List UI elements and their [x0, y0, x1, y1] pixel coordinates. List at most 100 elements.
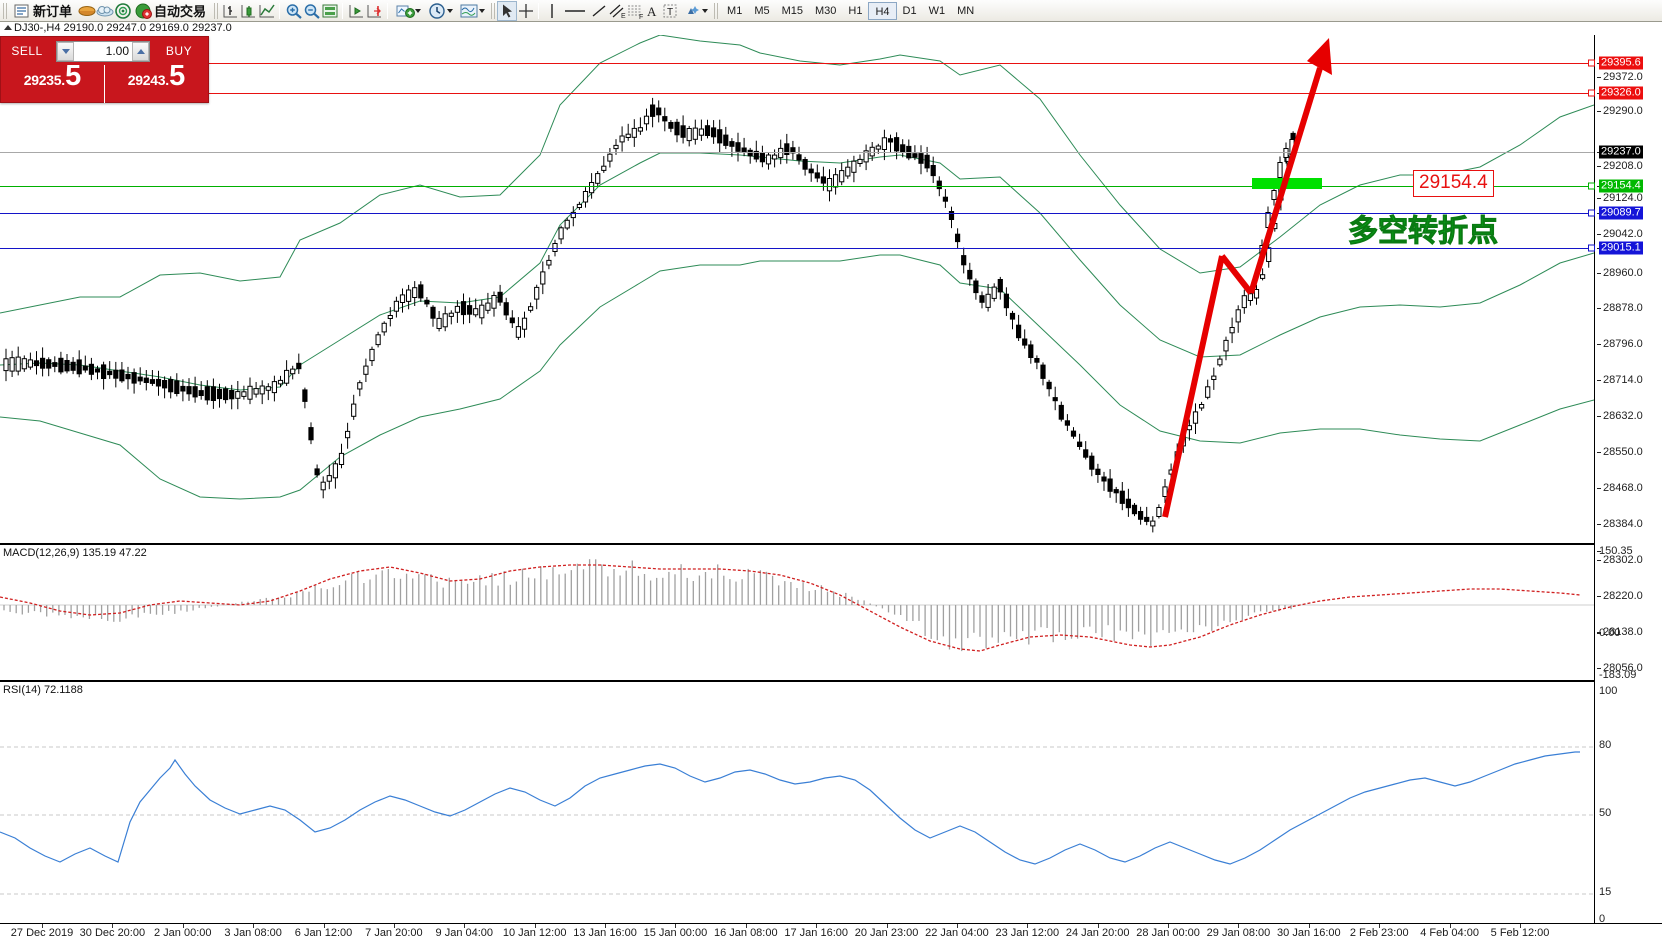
axis-marker-29326.0[interactable]	[1588, 89, 1595, 97]
hline-29089[interactable]	[0, 213, 1594, 214]
autotrading-button[interactable]: 自动交易	[131, 1, 211, 21]
cloud-icon[interactable]	[95, 2, 114, 20]
hline-29395[interactable]	[0, 63, 1594, 64]
timeframe-m5[interactable]: M5	[754, 4, 770, 17]
new-order-button[interactable]: 新订单	[10, 1, 77, 21]
volume-stepper[interactable]: 1.00	[56, 40, 150, 62]
crosshair-icon[interactable]	[516, 2, 534, 20]
sell-price-fraction: 5	[65, 60, 82, 92]
zoom-in-icon[interactable]	[284, 2, 302, 20]
axis-tick	[1597, 596, 1601, 597]
toolbar-grip-2[interactable]	[214, 2, 219, 19]
auto-scroll-icon[interactable]	[365, 2, 383, 20]
one-click-trading-panel[interactable]: SELL 1.00 BUY 29235 . 5 29243 . 5	[0, 36, 209, 103]
timeframe-mn[interactable]: MN	[957, 4, 975, 17]
macd-pane[interactable]: MACD(12,26,9) 135.19 47.22	[0, 543, 1594, 678]
green-highlight-band[interactable]	[1252, 178, 1322, 189]
timeframe-group: M1 M5 M15 M30 H1 H4 D1 W1 MN	[721, 1, 980, 20]
templates-dropdown-caret[interactable]	[479, 8, 486, 13]
zoom-out-icon[interactable]	[302, 2, 320, 20]
hline-29326[interactable]	[0, 93, 1594, 94]
rsi-pane[interactable]: RSI(14) 72.1188	[0, 680, 1594, 920]
period-button[interactable]	[424, 1, 456, 21]
vertical-line-icon[interactable]	[543, 2, 561, 20]
cursor-icon[interactable]	[497, 0, 518, 21]
time-tick	[1027, 924, 1029, 928]
trade-panel-top-row: SELL 1.00 BUY	[1, 37, 208, 65]
main-toolbar: 新订单 自动交易	[0, 0, 1662, 22]
chinese-annotation-label[interactable]: 多空转折点	[1348, 215, 1499, 249]
history-icon[interactable]	[77, 2, 96, 20]
text-icon[interactable]: A	[643, 2, 661, 20]
axis-marker-29015.1[interactable]	[1588, 244, 1595, 252]
time-axis[interactable]: 27 Dec 2019 30 Dec 20:00 2 Jan 00:00 3 Jan …	[0, 923, 1662, 943]
buy-price-integer: 29243	[127, 72, 166, 88]
timeframe-h1[interactable]: H1	[848, 4, 863, 17]
volume-decrease-button[interactable]	[57, 41, 74, 61]
label-icon[interactable]: T	[661, 2, 679, 20]
price-axis-label-29326.0[interactable]: 29326.0	[1599, 86, 1643, 100]
timeframe-m1[interactable]: M1	[727, 4, 743, 17]
buy-button[interactable]: BUY	[165, 44, 193, 58]
axis-marker-29154.4[interactable]	[1588, 182, 1595, 190]
buy-price[interactable]: 29243 . 5	[104, 61, 208, 103]
toolbar-grip[interactable]	[3, 2, 7, 19]
chart-area[interactable]: 29154.4 多空转折点 MACD(12,26,9) 135.19 47.22…	[0, 35, 1662, 925]
trendline-icon[interactable]	[589, 2, 607, 20]
time-axis-label-7: 10 Jan 12:00	[502, 927, 567, 939]
timeframe-m15[interactable]: M15	[781, 4, 803, 17]
price-axis-label-28302.0: 28302.0	[1603, 554, 1643, 566]
hline-29237-current	[0, 152, 1594, 153]
line-chart-icon[interactable]	[257, 2, 275, 20]
price-callout-label[interactable]: 29154.4	[1413, 170, 1494, 197]
fibonacci-icon[interactable]: F	[625, 2, 643, 21]
toolbar-grip-3[interactable]	[491, 2, 496, 19]
indicators-dropdown-caret[interactable]	[415, 8, 422, 13]
period-dropdown-caret[interactable]	[447, 8, 454, 13]
time-tick	[956, 924, 958, 928]
signals-icon[interactable]	[113, 2, 131, 20]
price-axis-label-29237.0[interactable]: 29237.0	[1599, 145, 1643, 159]
objects-dropdown-caret[interactable]	[702, 8, 709, 13]
chart-shift-icon[interactable]	[347, 2, 365, 20]
objects-button[interactable]	[679, 1, 711, 21]
price-axis-label-29154.4[interactable]: 29154.4	[1599, 179, 1643, 193]
volume-value[interactable]: 1.00	[105, 44, 129, 58]
hline-29015[interactable]	[0, 248, 1594, 249]
timeframe-w1[interactable]: W1	[928, 4, 946, 17]
timeframe-d1[interactable]: D1	[902, 4, 917, 17]
equidistant-channel-icon[interactable]: E	[607, 2, 626, 20]
axis-tick	[1597, 111, 1601, 112]
hline-29154[interactable]	[0, 186, 1594, 187]
rsi-axis-label-50: 50	[1599, 807, 1612, 819]
sell-price-separator: .	[61, 72, 66, 88]
candlestick-icon[interactable]	[239, 2, 257, 20]
price-axis[interactable]: 29395.6 29372.0 29326.0 29290.0 29237.0 29208…	[1588, 35, 1662, 925]
timeframe-m30[interactable]: M30	[815, 4, 837, 17]
axis-tick	[1597, 560, 1601, 561]
save-chart-icon[interactable]	[320, 2, 338, 20]
timeframe-h4[interactable]: H4	[868, 1, 897, 20]
sell-price[interactable]: 29235 . 5	[1, 60, 104, 103]
axis-marker-29089.7[interactable]	[1588, 209, 1595, 217]
horizontal-line-icon[interactable]	[561, 2, 589, 20]
toolbar-grip-4[interactable]	[714, 2, 719, 19]
price-axis-label-29395.6[interactable]: 29395.6	[1599, 56, 1643, 70]
templates-button[interactable]	[456, 1, 488, 21]
time-axis-label-12: 20 Jan 23:00	[854, 927, 919, 939]
rsi-axis-label-100: 100	[1599, 685, 1618, 697]
indicators-button[interactable]	[392, 1, 424, 21]
price-axis-label-29089.7[interactable]: 29089.7	[1599, 206, 1643, 220]
candlestick-series	[3, 97, 1296, 533]
price-axis-label-29015.1[interactable]: 29015.1	[1599, 241, 1643, 255]
price-pane[interactable]: 29154.4 多空转折点	[0, 35, 1594, 535]
macd-axis-tick	[1597, 551, 1601, 552]
volume-increase-button[interactable]	[132, 41, 149, 61]
time-axis-label-9: 15 Jan 00:00	[643, 927, 708, 939]
time-axis-label-1: 30 Dec 20:00	[79, 927, 146, 939]
bar-chart-icon[interactable]	[221, 2, 239, 20]
time-tick	[182, 924, 184, 928]
chart-collapse-arrow-icon[interactable]	[4, 25, 12, 30]
axis-marker-29395.6[interactable]	[1588, 59, 1595, 67]
sell-button[interactable]: SELL	[11, 44, 43, 58]
